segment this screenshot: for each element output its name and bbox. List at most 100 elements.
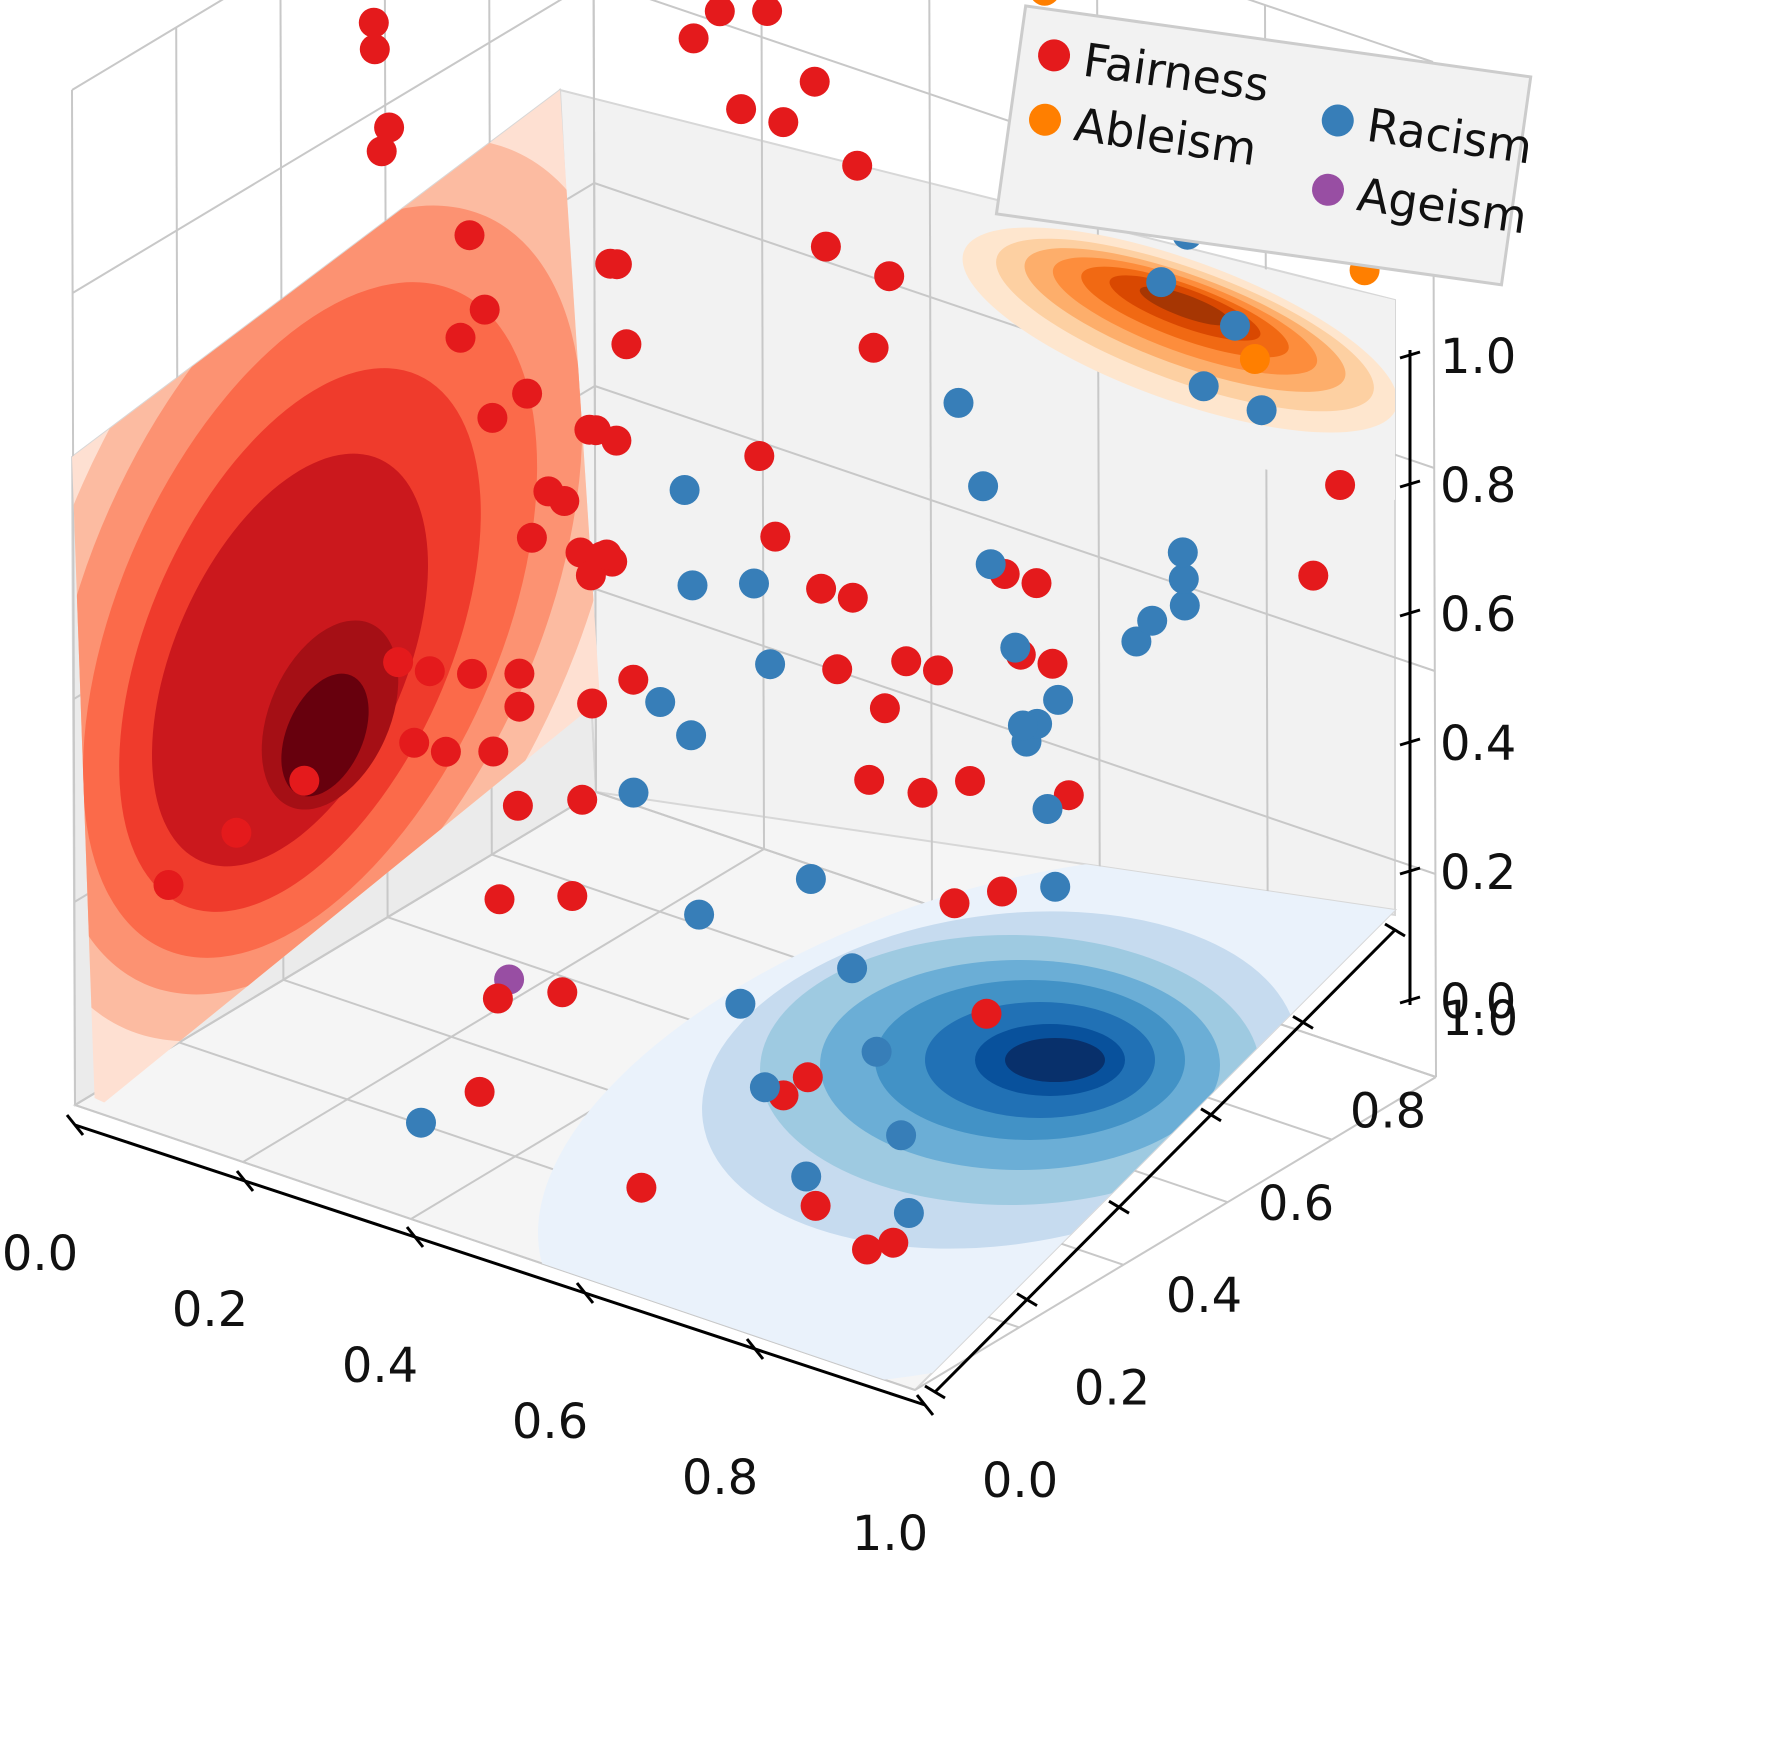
legend-marker-racism — [1321, 104, 1354, 137]
y-tick-mark-5 — [1384, 922, 1406, 938]
point-racism-16 — [837, 953, 868, 984]
point-fairness-61 — [822, 654, 853, 685]
z-tick-mark-3 — [1399, 608, 1421, 618]
point-racism-19 — [893, 1198, 924, 1228]
x-tick-mark-3 — [575, 1282, 595, 1304]
legend-marker-ableism — [1029, 103, 1062, 136]
point-racism-29 — [791, 1161, 822, 1192]
point-fairness-52 — [923, 655, 953, 686]
point-racism-18 — [886, 1120, 917, 1151]
point-fairness-11 — [502, 790, 533, 821]
point-fairness-55 — [971, 998, 1002, 1029]
x-tick-label-1: 0.2 — [172, 1282, 248, 1338]
point-racism-15 — [795, 864, 826, 894]
point-fairness-67 — [1021, 568, 1052, 599]
point-fairness-25 — [799, 66, 830, 97]
point-fairness-27 — [842, 150, 873, 181]
point-fairness-45 — [478, 736, 509, 767]
point-racism-25 — [676, 720, 707, 751]
y-tick-label-1: 0.2 — [1074, 1361, 1150, 1417]
point-fairness-20 — [678, 23, 709, 54]
point-fairness-18 — [547, 977, 578, 1008]
grid-back-z-5 — [1247, 0, 1434, 63]
point-fairness-26 — [810, 231, 841, 262]
point-fairness-79 — [760, 521, 791, 552]
point-fairness-78 — [744, 441, 775, 471]
y-tick-label-2: 0.4 — [1166, 1268, 1242, 1324]
point-fairness-50 — [891, 646, 922, 677]
grid-back-x-2 — [928, 0, 933, 907]
point-fairness-15 — [482, 983, 513, 1014]
point-fairness-21 — [704, 0, 735, 27]
point-fairness-74 — [359, 34, 390, 65]
point-fairness-63 — [854, 764, 885, 795]
point-racism-21 — [755, 649, 786, 680]
point-fairness-13 — [484, 884, 515, 915]
z-tick-label-0: 0.0 — [1440, 974, 1516, 1030]
point-fairness-38 — [591, 539, 622, 570]
point-fairness-37 — [575, 560, 606, 591]
point-racism-28 — [749, 1072, 780, 1103]
point-racism-9 — [968, 471, 999, 502]
point-racism-3 — [1146, 267, 1177, 298]
point-fairness-64 — [869, 693, 900, 724]
point-racism-37 — [1043, 684, 1074, 715]
point-ableism-7 — [1239, 344, 1270, 374]
point-fairness-34 — [512, 378, 543, 409]
legend: Fairness Racism Ableism Ageism — [994, 4, 1536, 287]
point-racism-8 — [943, 387, 974, 418]
y-tick-label-5: 1.0 — [1442, 991, 1518, 1047]
point-fairness-39 — [618, 664, 649, 695]
point-fairness-9 — [504, 691, 535, 722]
point-fairness-22 — [726, 94, 757, 125]
y-tick-mark-1 — [1016, 1292, 1038, 1307]
point-racism-24 — [618, 777, 649, 808]
point-fairness-69 — [1053, 780, 1084, 811]
point-racism-32 — [1168, 564, 1199, 594]
x-tick-label-5: 1.0 — [852, 1506, 928, 1562]
point-fairness-40 — [383, 647, 414, 678]
point-fairness-75 — [358, 7, 389, 38]
point-racism-26 — [684, 899, 715, 930]
y-tick-mark-2 — [1108, 1199, 1130, 1215]
point-fairness-33 — [477, 402, 508, 433]
z-tick-label-2: 0.4 — [1440, 716, 1516, 772]
point-fairness-60 — [806, 573, 837, 604]
grid-left-y-5 — [592, 0, 597, 793]
x-tick-label-0: 0.0 — [2, 1226, 78, 1282]
point-fairness-56 — [987, 876, 1017, 907]
point-fairness-23 — [752, 0, 783, 26]
point-fairness-68 — [1037, 648, 1068, 679]
z-tick-label-1: 0.2 — [1440, 845, 1516, 901]
point-fairness-7 — [580, 415, 611, 446]
point-fairness-31 — [445, 322, 476, 353]
point-racism-35 — [1137, 605, 1168, 636]
point-racism-7 — [1246, 395, 1277, 426]
point-fairness-58 — [792, 1062, 823, 1093]
point-fairness-19 — [626, 1172, 657, 1203]
point-fairness-24 — [768, 107, 799, 138]
point-racism-20 — [739, 568, 769, 599]
y-tick-label-3: 0.6 — [1258, 1176, 1334, 1232]
y-tick-label-4: 0.8 — [1350, 1083, 1426, 1139]
point-fairness-29 — [874, 261, 905, 292]
point-fairness-70 — [852, 1234, 882, 1265]
y-tick-mark-0 — [924, 1384, 946, 1400]
point-racism-27 — [725, 988, 756, 1019]
legend-marker-fairness — [1038, 39, 1071, 72]
point-fairness-71 — [878, 1227, 909, 1258]
point-racism-5 — [1188, 371, 1219, 402]
point-fairness-36 — [549, 486, 580, 516]
point-fairness-32 — [469, 294, 500, 325]
z-tick-mark-0 — [1399, 995, 1421, 1005]
axis-ticks: 0.00.20.40.60.81.00.00.20.40.60.81.00.00… — [2, 329, 1518, 1562]
point-fairness-42 — [414, 656, 445, 687]
point-fairness-73 — [1298, 560, 1329, 591]
point-fairness-41 — [399, 727, 430, 758]
grid-back-z-2 — [594, 385, 1436, 672]
x-axis-line — [74, 1123, 926, 1407]
x-tick-label-2: 0.4 — [342, 1338, 418, 1394]
y-tick-mark-3 — [1200, 1107, 1222, 1123]
x-tick-mark-0 — [65, 1114, 85, 1136]
